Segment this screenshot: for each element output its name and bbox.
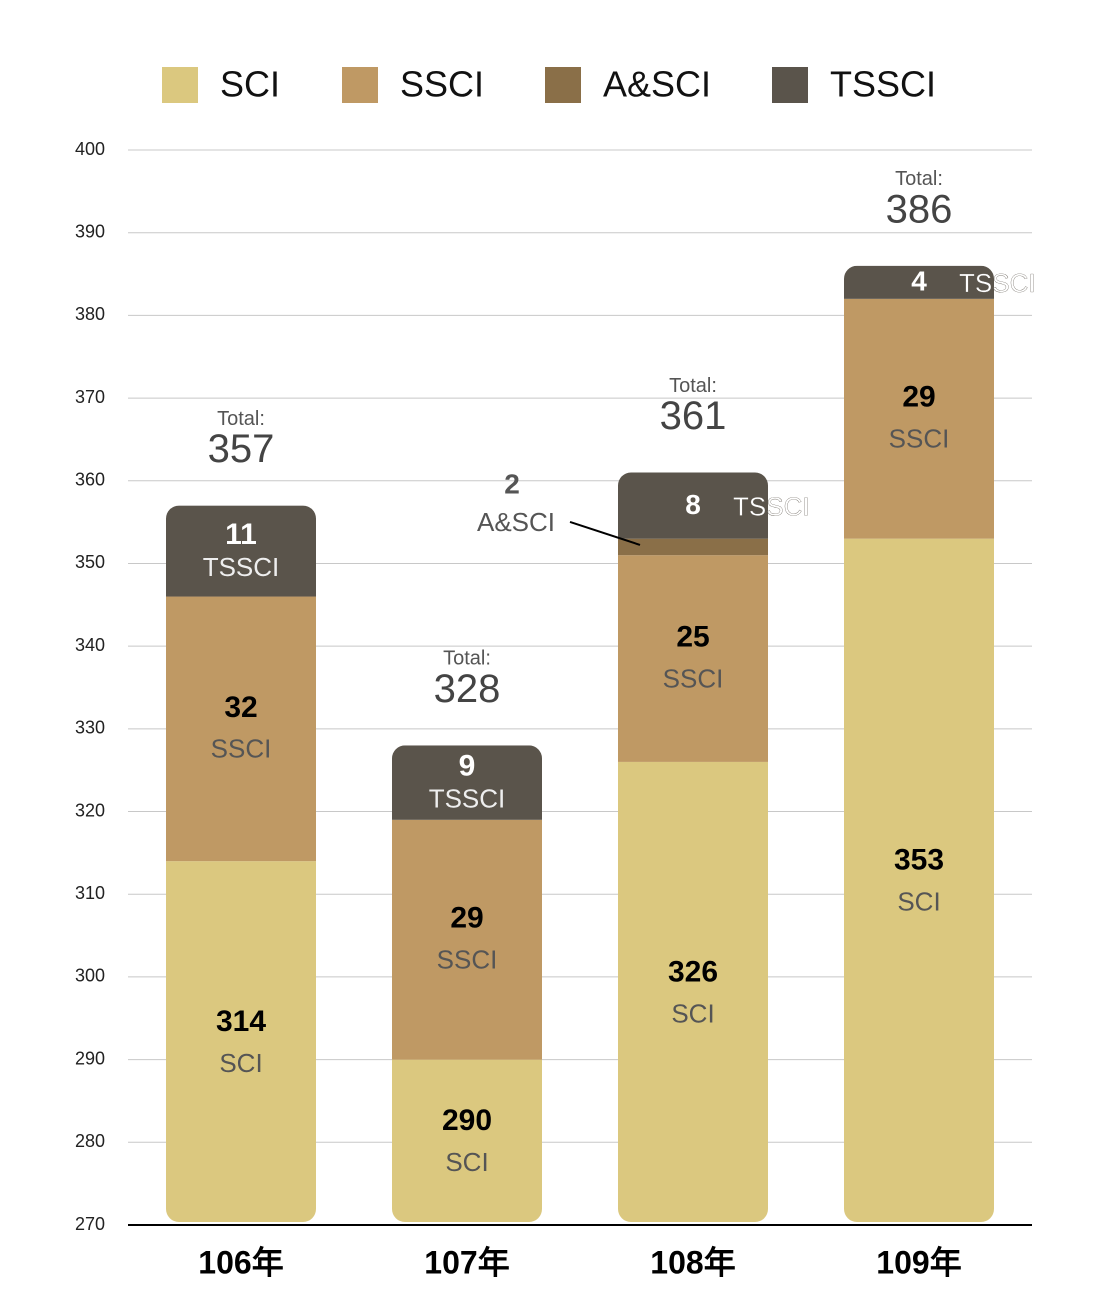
bar-segment: [166, 861, 316, 1223]
legend-label: A&SCI: [603, 64, 711, 105]
segment-name: TSSCI: [733, 491, 810, 521]
segment-name: TSSCI: [959, 268, 1036, 298]
bar-group: [166, 505, 316, 1223]
y-tick-label: 300: [75, 966, 105, 986]
total-caption: Total:: [895, 168, 943, 190]
total-value: 386: [886, 187, 953, 231]
segment-value: 2: [504, 468, 520, 499]
bar-segment: [618, 472, 768, 539]
y-tick-label: 360: [75, 470, 105, 490]
segment-value: 290: [442, 1104, 492, 1137]
segment-name: SSCI: [437, 945, 498, 975]
legend-swatch: [772, 67, 808, 103]
bar-segment: [166, 505, 316, 597]
leader-line: [569, 520, 641, 546]
bar-segment: [844, 298, 994, 539]
y-tick-label: 350: [75, 552, 105, 572]
segment-name: SCI: [671, 998, 714, 1028]
segment-value: 29: [902, 381, 935, 414]
bar-segment: [844, 265, 994, 299]
total-value: 328: [434, 667, 501, 711]
y-tick-label: 370: [75, 387, 105, 407]
segment-value: 4: [911, 266, 927, 297]
y-tick-label: 270: [75, 1214, 105, 1234]
total-caption: Total:: [669, 375, 717, 397]
bar-segment: [618, 538, 768, 556]
segment-value: 25: [676, 620, 709, 653]
y-tick-label: 290: [75, 1048, 105, 1068]
y-tick-label: 340: [75, 635, 105, 655]
segment-name: TSSCI: [203, 552, 280, 582]
bar-segment: [618, 761, 768, 1222]
legend-label: TSSCI: [830, 64, 936, 105]
y-tick-label: 310: [75, 883, 105, 903]
x-tick-label: 108年: [650, 1244, 735, 1280]
total-value: 357: [208, 427, 275, 471]
total-caption: Total:: [217, 408, 265, 430]
segment-name: TSSCI: [429, 783, 506, 813]
bar-segment: [844, 538, 994, 1222]
segment-name: SSCI: [663, 663, 724, 693]
x-tick-label: 107年: [424, 1244, 509, 1280]
segment-name: A&SCI: [477, 507, 555, 537]
total-value: 361: [660, 394, 727, 438]
x-tick-label: 109年: [876, 1244, 961, 1280]
bar-group: [618, 472, 768, 1222]
segment-value: 353: [894, 844, 944, 877]
legend-swatch: [545, 67, 581, 103]
legend-label: SSCI: [400, 64, 484, 105]
y-tick-label: 380: [75, 304, 105, 324]
segment-value: 32: [224, 691, 257, 724]
segment-value: 314: [216, 1005, 266, 1038]
total-caption: Total:: [443, 648, 491, 670]
segment-value: 326: [668, 955, 718, 988]
y-tick-label: 320: [75, 800, 105, 820]
legend-swatch: [162, 67, 198, 103]
segment-value: 8: [685, 489, 701, 520]
segment-value: 11: [225, 518, 257, 551]
legend-swatch: [342, 67, 378, 103]
segment-name: SCI: [445, 1147, 488, 1177]
legend-label: SCI: [220, 64, 280, 105]
bar-segment: [392, 819, 542, 1060]
bar-group: [392, 745, 542, 1223]
y-tick-label: 280: [75, 1131, 105, 1151]
segment-name: SCI: [219, 1048, 262, 1078]
bar-segment: [618, 555, 768, 762]
segment-value: 29: [450, 902, 483, 935]
bar-segment: [392, 1059, 542, 1223]
y-tick-label: 390: [75, 221, 105, 241]
segment-name: SCI: [897, 887, 940, 917]
segment-value: 9: [459, 750, 476, 783]
segment-name: SSCI: [211, 734, 272, 764]
bar-segment: [166, 596, 316, 862]
segment-name: SSCI: [889, 424, 950, 454]
bar-segment: [392, 745, 542, 820]
y-tick-label: 330: [75, 718, 105, 738]
y-tick-label: 400: [75, 139, 105, 159]
bar-group: [844, 265, 994, 1222]
x-tick-label: 106年: [198, 1244, 283, 1280]
